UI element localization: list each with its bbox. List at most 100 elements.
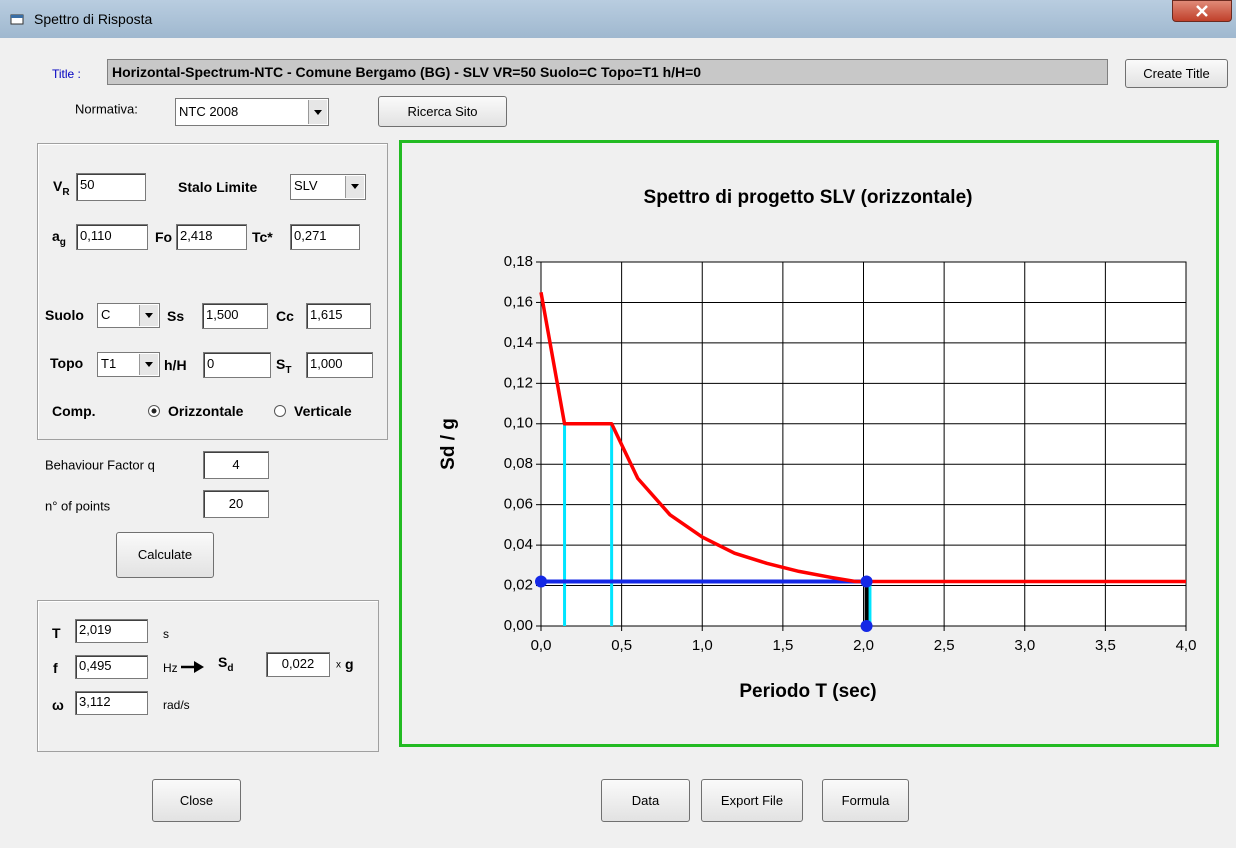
data-button[interactable]: Data xyxy=(601,779,690,822)
q-input[interactable]: 4 xyxy=(203,451,269,479)
marker-dot xyxy=(861,620,873,632)
t-label: T xyxy=(52,625,61,641)
sd-unit: g xyxy=(345,656,354,672)
st-label: ST xyxy=(276,356,291,376)
st-label-main: S xyxy=(276,356,285,372)
window-icon xyxy=(10,12,24,26)
q-label: Behaviour Factor q xyxy=(45,458,155,473)
radio-verticale[interactable] xyxy=(273,404,287,418)
x-tick-label: 1,5 xyxy=(772,637,793,654)
points-input[interactable]: 20 xyxy=(203,490,269,518)
stato-limite-dropdown[interactable]: SLV xyxy=(290,174,366,200)
window: Spettro di Risposta Title : Horizontal-S… xyxy=(0,0,1236,848)
t-unit: s xyxy=(163,627,169,641)
ss-label: Ss xyxy=(167,308,184,324)
radio-orizzontale[interactable] xyxy=(147,404,161,418)
vr-label-main: V xyxy=(53,178,62,194)
tc-input[interactable]: 0,271 xyxy=(290,224,360,250)
fo-label: Fo xyxy=(155,229,172,245)
marker-dot xyxy=(861,576,873,588)
suolo-value: C xyxy=(101,307,110,322)
ag-label: ag xyxy=(52,228,66,248)
vr-label: VR xyxy=(53,178,70,198)
comp-option: Orizzontale xyxy=(168,403,243,419)
vr-label-sub: R xyxy=(62,187,69,198)
sd-output: 0,022 xyxy=(266,652,330,677)
cc-input[interactable]: 1,615 xyxy=(306,303,371,329)
suolo-dropdown[interactable]: C xyxy=(97,303,160,328)
t-output: 2,019 xyxy=(75,619,148,643)
x-tick-label: 1,0 xyxy=(692,637,713,654)
ss-input[interactable]: 1,500 xyxy=(202,303,268,329)
x-axis-label: Periodo T (sec) xyxy=(739,681,876,702)
y-tick-label: 0,14 xyxy=(504,334,533,351)
marker-dot xyxy=(535,576,547,588)
normativa-dropdown[interactable]: NTC 2008 xyxy=(175,98,329,126)
sd-label-sub: d xyxy=(227,663,233,674)
page: {"window":{"title":"Spettro di Risposta"… xyxy=(0,0,1236,848)
y-tick-label: 0,02 xyxy=(504,577,533,594)
points-label: n° of points xyxy=(45,499,110,514)
y-tick-label: 0,10 xyxy=(504,415,533,432)
topo-value: T1 xyxy=(101,356,116,371)
y-tick-label: 0,18 xyxy=(504,253,533,270)
x-tick-label: 3,5 xyxy=(1095,637,1116,654)
export-file-button[interactable]: Export File xyxy=(701,779,803,822)
fo-input[interactable]: 2,418 xyxy=(176,224,247,250)
y-tick-label: 0,06 xyxy=(504,496,533,513)
x-tick-label: 2,5 xyxy=(934,637,955,654)
cc-label: Cc xyxy=(276,308,294,324)
omega-unit: rad/s xyxy=(163,698,190,712)
ag-label-main: a xyxy=(52,228,60,244)
omega-output: 3,112 xyxy=(75,691,148,715)
stato-limite-value: SLV xyxy=(294,178,318,193)
comp-option: Verticale xyxy=(294,403,352,419)
tc-label: Tc* xyxy=(252,229,273,245)
ag-input[interactable]: 0,110 xyxy=(76,224,148,250)
f-unit: Hz xyxy=(163,661,178,675)
f-label: f xyxy=(53,660,58,676)
window-title: Spettro di Risposta xyxy=(34,11,152,27)
y-tick-label: 0,08 xyxy=(504,455,533,472)
normativa-label: Normativa: xyxy=(75,102,138,117)
sd-label: Sd xyxy=(218,654,233,674)
topo-label: Topo xyxy=(50,355,83,371)
chart: Spettro di progetto SLV (orizzontale) Pe… xyxy=(399,140,1219,747)
normativa-value: NTC 2008 xyxy=(179,104,238,119)
ricerca-sito-button[interactable]: Ricerca Sito xyxy=(378,96,507,127)
x-tick-label: 2,0 xyxy=(853,637,874,654)
hh-label: h/H xyxy=(164,357,187,373)
formula-button[interactable]: Formula xyxy=(822,779,909,822)
comp-label: Comp. xyxy=(52,403,96,419)
topo-dropdown[interactable]: T1 xyxy=(97,352,160,377)
sd-unit-x: x xyxy=(336,660,341,671)
sd-label-main: S xyxy=(218,654,227,670)
y-tick-label: 0,16 xyxy=(504,293,533,310)
x-tick-label: 0,5 xyxy=(611,637,632,654)
title-bar: Spettro di Risposta xyxy=(0,0,1236,38)
f-output: 0,495 xyxy=(75,655,148,679)
st-label-sub: T xyxy=(285,365,291,376)
close-button[interactable]: Close xyxy=(152,779,241,822)
hh-input[interactable]: 0 xyxy=(203,352,271,378)
suolo-label: Suolo xyxy=(45,307,84,323)
title-label: Title : xyxy=(52,67,81,81)
ag-label-sub: g xyxy=(60,237,66,248)
y-tick-label: 0,04 xyxy=(504,536,533,553)
title-field[interactable]: Horizontal-Spectrum-NTC - Comune Bergamo… xyxy=(107,59,1108,85)
st-input[interactable]: 1,000 xyxy=(306,352,373,378)
vr-input[interactable]: 50 xyxy=(76,173,146,201)
x-tick-label: 3,0 xyxy=(1014,637,1035,654)
x-tick-label: 4,0 xyxy=(1176,637,1197,654)
omega-label: ω xyxy=(52,697,64,713)
arrow-icon xyxy=(180,660,206,674)
create-title-button[interactable]: Create Title xyxy=(1125,59,1228,88)
y-tick-label: 0,00 xyxy=(504,617,533,634)
stato-limite-label: Stalo Limite xyxy=(178,179,257,195)
chart-title: Spettro di progetto SLV (orizzontale) xyxy=(644,187,973,208)
close-window[interactable] xyxy=(1172,0,1232,22)
x-tick-label: 0,0 xyxy=(531,637,552,654)
calculate-button[interactable]: Calculate xyxy=(116,532,214,578)
y-tick-label: 0,12 xyxy=(504,374,533,391)
y-axis-label: Sd / g xyxy=(438,418,459,470)
